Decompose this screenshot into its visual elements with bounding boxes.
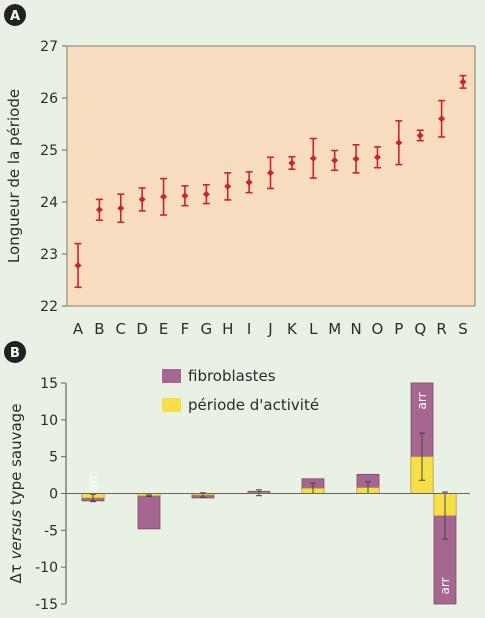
data-point-a [181, 192, 189, 200]
x-tick-label-a: S [458, 320, 468, 338]
y-tick-label-b: 10 [40, 413, 58, 429]
data-point-a [245, 178, 253, 186]
bar-fibroblastes [137, 493, 161, 530]
bar-clip-label: arr [86, 474, 100, 491]
x-tick-label-a: H [222, 320, 233, 338]
data-point-a [74, 261, 82, 269]
chart-b: B 15 10 5 0 -5 -10 -15 Δτ versus type sauvage fib… [4, 341, 470, 613]
y-title-symbol: Δτ [7, 559, 25, 583]
y-axis-title-b: Δτ versus type sauvage [7, 404, 25, 584]
x-tick-label-a: N [350, 320, 361, 338]
y-tick-label-b: 15 [40, 376, 58, 392]
y-title-rest: type sauvage [7, 404, 25, 510]
data-point-a [438, 115, 446, 123]
x-tick-label-a: O [372, 320, 384, 338]
x-tick-label-a: P [394, 320, 403, 338]
x-tick-label-a: G [201, 320, 213, 338]
x-tick-label-a: K [287, 320, 298, 338]
x-tick-label-a: R [436, 320, 446, 338]
legend-swatch-fibroblastes [162, 369, 181, 383]
y-tick-label-b: 5 [49, 450, 58, 466]
panel-badge-a [4, 4, 26, 26]
legend-label-fibroblastes: fibroblastes [188, 367, 276, 385]
bar-clip-label: arr [415, 392, 429, 409]
data-point-a [224, 182, 232, 190]
data-point-a [352, 155, 360, 163]
y-tick-label-a: 27 [40, 39, 58, 55]
x-tick-label-a: A [73, 320, 84, 338]
data-point-a [395, 139, 403, 147]
x-tick-label-a: E [159, 320, 168, 338]
data-point-a [138, 195, 146, 203]
x-tick-label-a: L [309, 320, 318, 338]
data-point-a [202, 190, 210, 198]
y-axis-title-a: Longueur de la période [5, 89, 23, 263]
data-point-a [373, 153, 381, 161]
data-point-a [95, 206, 103, 214]
data-point-a [288, 159, 296, 167]
y-tick-label-b: 0 [49, 487, 58, 503]
y-tick-label-b: -5 [44, 523, 58, 539]
data-point-a [459, 78, 467, 86]
data-point-a [416, 131, 424, 139]
panel-label-b: B [10, 346, 20, 361]
data-point-a [331, 156, 339, 164]
x-tick-label-a: C [116, 320, 126, 338]
y-tick-label-a: 23 [40, 247, 58, 263]
x-tick-label-a: Q [414, 320, 426, 338]
x-tick-label-a: M [328, 320, 341, 338]
data-point-a [267, 169, 274, 177]
x-tick-label-a: D [136, 320, 148, 338]
y-tick-label-a: 24 [40, 195, 58, 211]
bar-clip-label: arr [438, 577, 452, 594]
y-tick-label-b: -15 [35, 597, 58, 613]
x-tick-label-a: B [94, 320, 104, 338]
y-tick-label-b: -10 [35, 560, 58, 576]
panel-label-a: A [10, 9, 20, 24]
y-tick-label-a: 25 [40, 143, 58, 159]
x-tick-label-a: J [267, 320, 272, 338]
data-point-a [309, 154, 317, 162]
y-tick-label-a: 26 [40, 91, 58, 107]
y-tick-label-a: 22 [40, 299, 58, 315]
y-title-versus: versus [7, 510, 25, 560]
data-point-a [117, 204, 125, 212]
x-tick-label-a: I [247, 320, 251, 338]
x-tick-label-a: F [181, 320, 190, 338]
legend-swatch-activite [162, 398, 181, 412]
legend-label-activite: période d'activité [188, 396, 319, 414]
data-point-a [160, 193, 168, 201]
panel-badge-b [4, 341, 26, 363]
